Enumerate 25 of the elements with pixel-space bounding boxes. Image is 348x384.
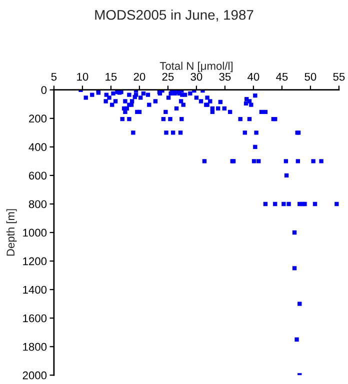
chart-title: MODS2005 in June, 1987 (95, 10, 254, 22)
x-tick-label: 30 (190, 72, 202, 81)
y-tick-label: 1600 (23, 314, 47, 322)
x-tick-label: 20 (134, 72, 146, 81)
y-tick-label: 800 (28, 200, 47, 208)
y-tick-label: 200 (29, 114, 47, 123)
y-tick-label: 600 (29, 172, 47, 180)
x-tick-label: 15 (106, 72, 117, 81)
x-tick-label: 40 (248, 72, 260, 81)
y-tick-label: 1000 (23, 228, 47, 237)
y-axis-title: Depth [m] (6, 209, 17, 256)
x-tick-label: 55 (333, 72, 345, 81)
y-tick-label: 1800 (23, 342, 47, 351)
x-axis-title: Total N [μmol/l] (160, 62, 233, 72)
x-tick-label: 50 (304, 72, 316, 81)
x-tick-label: 10 (77, 72, 88, 81)
y-tick-label: 1200 (23, 257, 47, 266)
x-tick-label: 45 (276, 72, 288, 81)
y-tick-label: 1400 (23, 286, 47, 294)
x-tick-label: 5 (51, 72, 57, 81)
y-tick-label: 400 (28, 143, 47, 152)
y-tick-label: 2000 (22, 371, 47, 380)
x-tick-label: 25 (162, 72, 174, 81)
y-tick-label: 0 (41, 86, 47, 94)
x-tick-label: 35 (219, 72, 231, 81)
